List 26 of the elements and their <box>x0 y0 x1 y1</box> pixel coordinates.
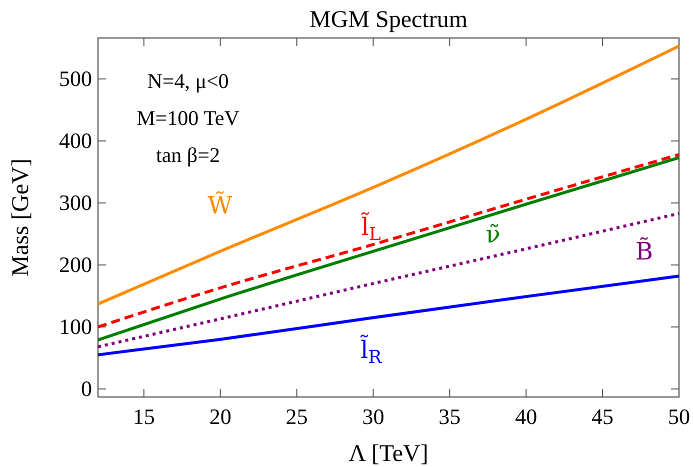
annotation: N=4, μ<0 <box>147 69 229 93</box>
series-label: ν̃ <box>486 220 500 248</box>
y-tick-label: 100 <box>59 314 92 339</box>
x-tick-label: 15 <box>132 404 155 429</box>
series-label: l̃$_{R}$ <box>360 334 382 368</box>
y-tick-label: 0 <box>81 376 92 401</box>
y-tick-label: 400 <box>59 128 92 153</box>
chart-title: MGM Spectrum <box>310 7 468 33</box>
annotation: M=100 TeV <box>136 106 240 130</box>
x-tick-label: 25 <box>286 404 308 429</box>
x-tick-label: 20 <box>209 404 232 429</box>
y-axis-title: Mass [GeV] <box>8 158 34 276</box>
y-tick-label: 300 <box>59 190 92 215</box>
series-label: B̃ <box>635 237 653 266</box>
x-tick-label: 40 <box>515 404 538 429</box>
x-axis-title: Λ [TeV] <box>348 441 428 467</box>
x-tick-label: 30 <box>362 404 384 429</box>
x-tick-label: 35 <box>438 404 461 429</box>
series-label: W̃ <box>208 191 233 220</box>
x-tick-label: 50 <box>668 404 690 429</box>
y-tick-label: 500 <box>59 66 92 91</box>
annotation: tan β=2 <box>156 143 220 167</box>
y-tick-label: 200 <box>59 252 92 277</box>
line-series <box>96 44 680 306</box>
series-label: l̃$_{L}$ <box>361 212 381 246</box>
x-tick-label: 45 <box>592 404 614 429</box>
